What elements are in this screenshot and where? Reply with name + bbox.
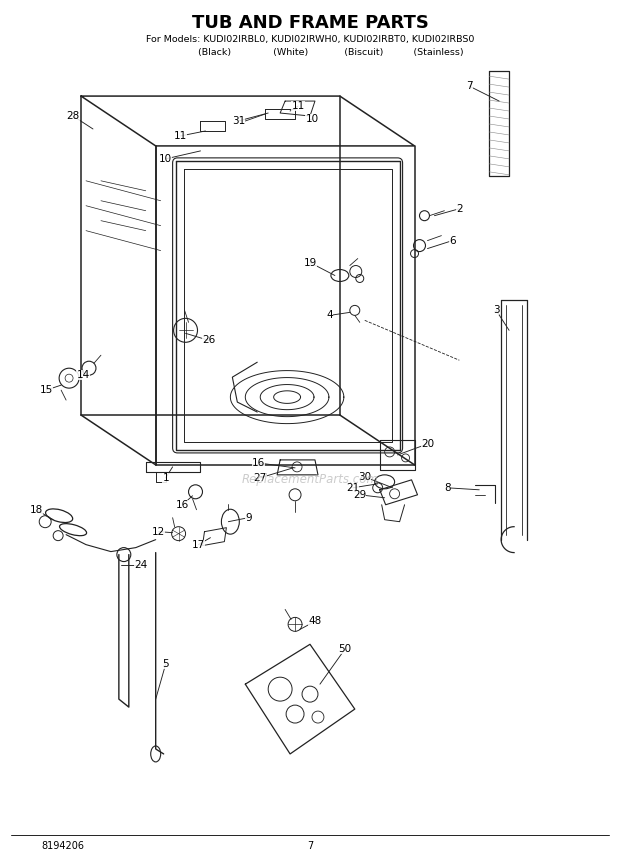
Text: ReplacementParts.com: ReplacementParts.com — [242, 473, 378, 486]
Text: 1: 1 — [162, 473, 169, 483]
Text: 5: 5 — [162, 659, 169, 669]
Text: 11: 11 — [174, 131, 187, 141]
Text: 15: 15 — [40, 385, 53, 395]
Text: TUB AND FRAME PARTS: TUB AND FRAME PARTS — [192, 15, 428, 33]
Text: 31: 31 — [232, 116, 245, 126]
Text: 21: 21 — [346, 483, 360, 493]
Text: For Models: KUDI02IRBL0, KUDI02IRWH0, KUDI02IRBT0, KUDI02IRBS0: For Models: KUDI02IRBL0, KUDI02IRWH0, KU… — [146, 35, 474, 44]
Text: 11: 11 — [291, 101, 304, 111]
Text: 48: 48 — [308, 616, 322, 627]
Text: 26: 26 — [202, 336, 215, 345]
Text: 24: 24 — [134, 560, 148, 569]
Text: 20: 20 — [421, 439, 434, 449]
Text: 7: 7 — [466, 81, 472, 91]
Text: 28: 28 — [66, 111, 80, 121]
Text: 12: 12 — [152, 526, 166, 537]
Text: 7: 7 — [307, 841, 313, 851]
Text: 30: 30 — [358, 472, 371, 482]
Text: 16: 16 — [252, 458, 265, 468]
Text: 9: 9 — [245, 513, 252, 523]
Text: 27: 27 — [254, 473, 267, 483]
Text: 8194206: 8194206 — [41, 841, 84, 851]
Text: 19: 19 — [303, 258, 317, 268]
Text: 29: 29 — [353, 490, 366, 500]
Text: 2: 2 — [456, 204, 463, 214]
Text: (Black)              (White)            (Biscuit)          (Stainless): (Black) (White) (Biscuit) (Stainless) — [156, 48, 464, 56]
Text: 16: 16 — [176, 500, 189, 510]
Text: 3: 3 — [493, 306, 500, 315]
Text: 4: 4 — [327, 311, 333, 320]
Text: 50: 50 — [339, 645, 352, 654]
Text: 10: 10 — [159, 154, 172, 163]
Text: 10: 10 — [306, 114, 319, 124]
Text: 14: 14 — [76, 370, 90, 380]
Text: 17: 17 — [192, 539, 205, 550]
Text: 18: 18 — [30, 505, 43, 514]
Text: 8: 8 — [444, 483, 451, 493]
Text: 6: 6 — [449, 235, 456, 246]
